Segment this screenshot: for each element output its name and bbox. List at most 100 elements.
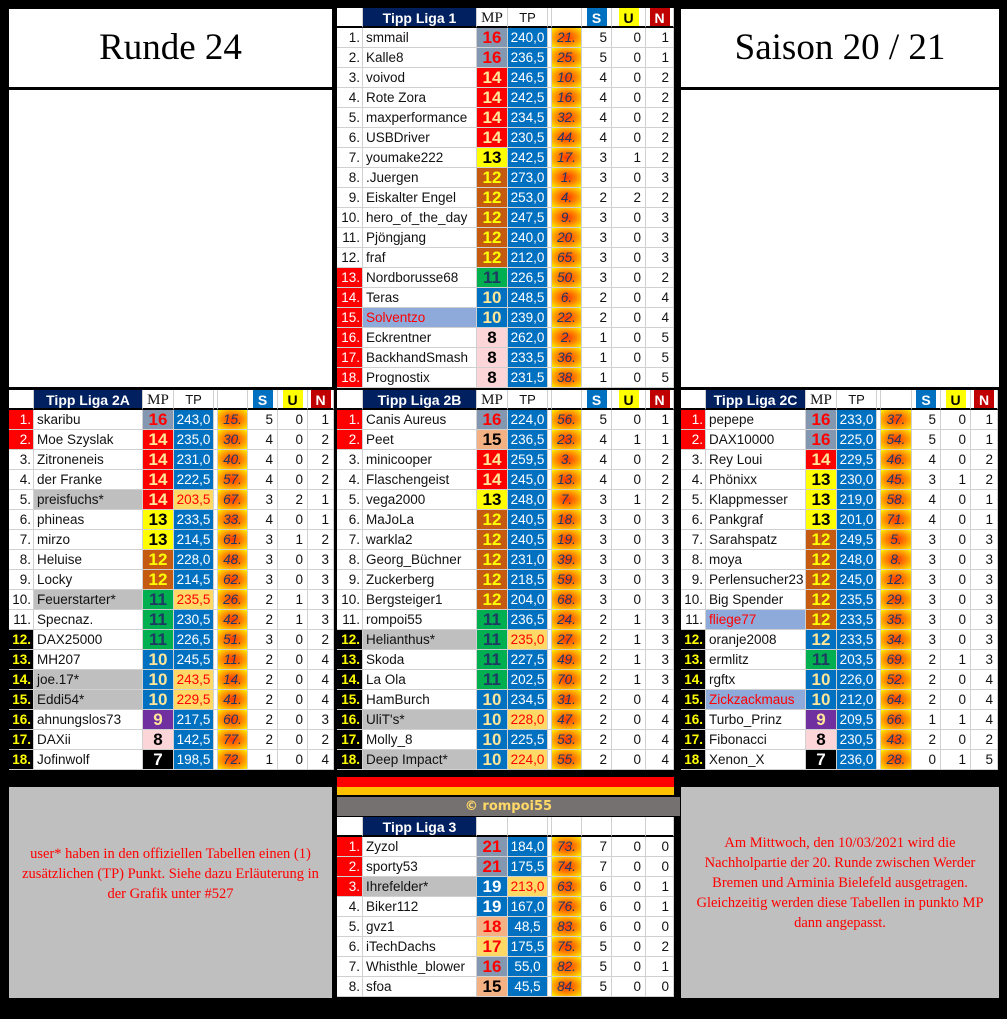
match-points: 12 xyxy=(806,550,837,570)
header-n: N xyxy=(646,8,674,28)
rank-cell: 15. xyxy=(337,308,363,328)
spacer xyxy=(548,208,552,228)
spacer xyxy=(877,570,881,590)
losses: 3 xyxy=(308,610,334,630)
tipp-points: 253,0 xyxy=(508,188,548,208)
overall-rank: 84. xyxy=(552,977,582,997)
overall-rank: 32. xyxy=(552,108,582,128)
rank-cell: 3. xyxy=(9,450,34,470)
draws: 1 xyxy=(941,650,971,670)
overall-rank: 34. xyxy=(881,630,912,650)
rank-cell: 3. xyxy=(681,450,706,470)
tipp-points: 227,5 xyxy=(508,650,548,670)
overall-rank: 27. xyxy=(552,630,582,650)
table-row: 7. warkla2 12 240,5 19. 3 0 3 xyxy=(337,530,674,550)
match-points: 11 xyxy=(143,630,174,650)
wins: 5 xyxy=(912,430,941,450)
tipp-points: 230,0 xyxy=(837,470,877,490)
draws: 0 xyxy=(941,550,971,570)
player-name: Rote Zora xyxy=(363,88,477,108)
spacer xyxy=(548,168,552,188)
player-name: Molly_8 xyxy=(363,730,477,750)
losses: 1 xyxy=(308,510,334,530)
tipp-points: 202,5 xyxy=(508,670,548,690)
draws: 0 xyxy=(278,570,308,590)
tipp-points: 243,0 xyxy=(174,410,214,430)
rank-cell: 13. xyxy=(337,650,363,670)
draws: 2 xyxy=(278,490,308,510)
table-title: Tipp Liga 1 xyxy=(363,8,477,28)
tipp-points: 225,5 xyxy=(508,730,548,750)
tipp-points: 231,0 xyxy=(508,550,548,570)
draws: 0 xyxy=(612,288,646,308)
table-row: 2. Peet 15 236,5 23. 4 1 1 xyxy=(337,430,674,450)
table-row: 1. Canis Aureus 16 224,0 56. 5 0 1 xyxy=(337,410,674,430)
table-row: 2. Kalle8 16 236,5 25. 5 0 1 xyxy=(337,48,674,68)
wins: 3 xyxy=(912,470,941,490)
tipp-points: 240,0 xyxy=(508,28,548,48)
header-n: N xyxy=(646,390,674,410)
spacer xyxy=(548,630,552,650)
table-header: Tipp Liga 1 MP TP S U N xyxy=(337,8,674,28)
rank-cell: 5. xyxy=(681,490,706,510)
spacer xyxy=(548,977,552,997)
wins: 3 xyxy=(582,530,612,550)
tipp-points: 233,5 xyxy=(837,630,877,650)
losses: 4 xyxy=(308,650,334,670)
overall-rank: 21. xyxy=(552,28,582,48)
header-blank xyxy=(508,817,548,837)
draws: 0 xyxy=(612,570,646,590)
header-tp: TP xyxy=(508,390,548,410)
player-name: DAX25000 xyxy=(34,630,143,650)
spacer xyxy=(214,730,218,750)
losses: 1 xyxy=(646,48,674,68)
rank-cell: 1. xyxy=(337,410,363,430)
overall-rank: 23. xyxy=(552,430,582,450)
player-name: Perlensucher23 xyxy=(706,570,806,590)
header-gap xyxy=(548,8,552,28)
table-row: 18. Deep Impact* 10 224,0 55. 2 0 4 xyxy=(337,750,674,770)
note-star-users: user* haben in den offiziellen Tabellen … xyxy=(9,787,332,998)
wins: 3 xyxy=(582,168,612,188)
player-name: Eddi54* xyxy=(34,690,143,710)
rank-cell: 17. xyxy=(9,730,34,750)
draws: 1 xyxy=(941,750,971,770)
tipp-points: 219,0 xyxy=(837,490,877,510)
overall-rank: 4. xyxy=(552,188,582,208)
player-name: Big Spender xyxy=(706,590,806,610)
overall-rank: 49. xyxy=(552,650,582,670)
rank-cell: 18. xyxy=(9,750,34,770)
wins: 3 xyxy=(582,510,612,530)
overall-rank: 68. xyxy=(552,590,582,610)
header-blank xyxy=(612,817,646,837)
rank-cell: 9. xyxy=(337,188,363,208)
round-title: Runde 24 xyxy=(9,9,332,87)
player-name: youmake222 xyxy=(363,148,477,168)
header-s-label: S xyxy=(586,8,607,26)
rank-cell: 4. xyxy=(337,897,363,917)
player-name: Eiskalter Engel xyxy=(363,188,477,208)
rank-cell: 11. xyxy=(9,610,34,630)
spacer xyxy=(548,68,552,88)
table-row: 10. Feuerstarter* 11 235,5 26. 2 1 3 xyxy=(9,590,334,610)
match-points: 14 xyxy=(143,490,174,510)
table-row: 13. ermlitz 11 203,5 69. 2 1 3 xyxy=(681,650,998,670)
wins: 3 xyxy=(248,550,278,570)
wins: 2 xyxy=(248,690,278,710)
draws: 1 xyxy=(612,630,646,650)
rank-cell: 4. xyxy=(681,470,706,490)
player-name: Heluise xyxy=(34,550,143,570)
match-points: 12 xyxy=(143,550,174,570)
losses: 4 xyxy=(308,690,334,710)
losses: 0 xyxy=(646,837,674,857)
spacer xyxy=(214,570,218,590)
table-row: 6. iTechDachs 17 175,5 75. 5 0 2 xyxy=(337,937,674,957)
draws: 0 xyxy=(612,28,646,48)
overall-rank: 18. xyxy=(552,510,582,530)
table-tipp-liga-2c: Tipp Liga 2C MP TP S U N 1. pepepe 16 233,0 37. 5 0 1… xyxy=(681,390,998,770)
table-row: 3. Zitroneneis 14 231,0 40. 4 0 2 xyxy=(9,450,334,470)
wins: 4 xyxy=(582,128,612,148)
draws: 0 xyxy=(612,48,646,68)
player-name: fliege77 xyxy=(706,610,806,630)
losses: 2 xyxy=(646,937,674,957)
